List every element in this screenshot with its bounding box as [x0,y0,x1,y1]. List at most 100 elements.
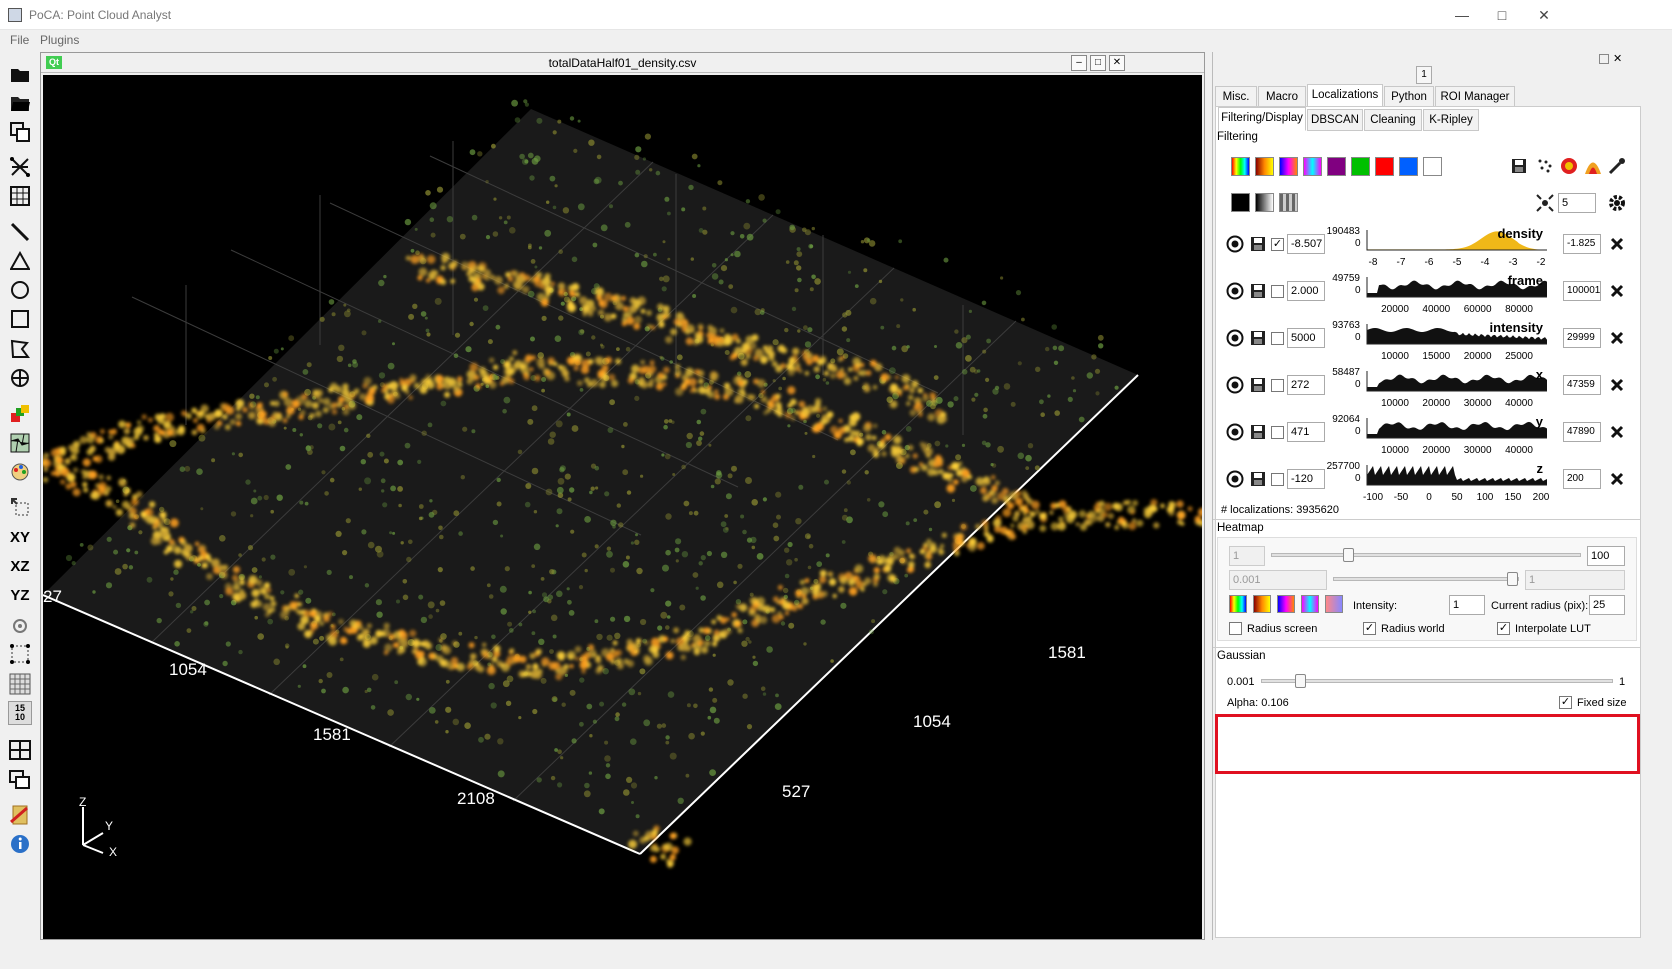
palette-icon[interactable] [8,460,32,484]
open-file-icon[interactable] [8,62,32,86]
view-yz-button[interactable]: YZ [10,586,30,604]
heatmap-min-input[interactable]: 1 [1229,546,1265,566]
heatmap-range-knob[interactable] [1343,548,1354,562]
filter-max-input[interactable]: 47359 [1563,375,1601,395]
save-row-icon[interactable] [1248,234,1268,254]
target-icon[interactable] [1225,234,1245,254]
save-row-icon[interactable] [1248,422,1268,442]
maximize-button[interactable]: □ [1497,7,1507,23]
subtab-cleaning[interactable]: Cleaning [1364,109,1422,131]
tab-roi-manager[interactable]: ROI Manager [1435,86,1515,108]
heatmap-max-input[interactable]: 100 [1587,546,1625,566]
duplicate-icon[interactable] [8,120,32,144]
remove-filter-icon[interactable] [1607,328,1627,348]
filter-min-input[interactable]: 272 [1287,375,1325,395]
radius-screen-checkbox[interactable] [1229,622,1242,635]
camera-icon[interactable] [8,614,32,638]
remove-filter-icon[interactable] [1607,422,1627,442]
filter-enable-checkbox[interactable] [1271,426,1284,439]
target-icon[interactable] [1225,375,1245,395]
viewer-maximize-button[interactable]: □ [1090,55,1106,71]
color-white-swatch[interactable] [1423,157,1442,176]
dock-float-button[interactable] [1599,54,1609,64]
filter-min-input[interactable]: -120 [1287,469,1325,489]
line-tool-icon[interactable] [8,220,32,244]
gaussian-display-icon[interactable] [1583,156,1603,176]
tab-macro[interactable]: Macro [1258,86,1306,108]
menu-file[interactable]: File [10,33,30,47]
histogram-z[interactable] [1363,463,1551,491]
heatmap-lut-pastel[interactable] [1325,595,1343,613]
heatmap-radius-knob[interactable] [1507,572,1518,586]
open-folder-icon[interactable] [8,91,32,115]
save-row-icon[interactable] [1248,281,1268,301]
point-size-spinbox[interactable]: 5 [1558,193,1596,213]
tab-python[interactable]: Python [1384,86,1434,108]
subtab-k-ripley[interactable]: K-Ripley [1423,109,1479,131]
histogram-density[interactable] [1363,228,1551,256]
save-row-icon[interactable] [1248,328,1268,348]
filter-enable-checkbox[interactable] [1271,379,1284,392]
heatmap-lut-fire[interactable] [1277,595,1295,613]
subtab-filtering-display[interactable]: Filtering/Display [1218,107,1306,131]
square-tool-icon[interactable] [8,307,32,331]
fixed-size-checkbox[interactable]: ✓ [1559,696,1572,709]
histogram-frame[interactable] [1363,275,1551,303]
minimize-button[interactable]: — [1455,7,1469,23]
target-icon[interactable] [1225,422,1245,442]
info-icon[interactable] [8,832,32,856]
tab-localizations[interactable]: Localizations [1307,84,1383,108]
filter-enable-checkbox[interactable]: ✓ [1271,238,1284,251]
heatmap-display-icon[interactable] [1559,156,1579,176]
grid-points-icon[interactable] [8,184,32,208]
remove-filter-icon[interactable] [1607,469,1627,489]
save-row-icon[interactable] [1248,469,1268,489]
menu-plugins[interactable]: Plugins [40,33,80,47]
points-display-icon[interactable] [1535,156,1555,176]
interpolate-lut-checkbox[interactable]: ✓ [1497,622,1510,635]
gaussian-alpha-knob[interactable] [1295,674,1307,688]
intensity-input[interactable]: 1 [1449,595,1485,615]
filter-min-input[interactable]: -8.507 [1287,234,1325,254]
filter-enable-checkbox[interactable] [1271,332,1284,345]
target-icon[interactable] [1225,281,1245,301]
viewer-minimize-button[interactable]: – [1071,55,1087,71]
window-tile-icon[interactable] [8,738,32,762]
remove-filter-icon[interactable] [1607,234,1627,254]
lut-fire-swatch[interactable] [1279,157,1298,176]
filter-min-input[interactable]: 2.000 [1287,281,1325,301]
bg-black-swatch[interactable] [1231,193,1250,212]
plugin-tool-icon[interactable] [8,803,32,827]
bounding-box-icon[interactable] [8,642,32,666]
color-purple-swatch[interactable] [1327,157,1346,176]
crop-select-icon[interactable] [8,495,32,519]
heatmap-lut-rainbow[interactable] [1229,595,1247,613]
3d-canvas[interactable]: 1054 1581 2108 1581 1054 527 27 Z Y X [43,75,1202,939]
gaussian-alpha-slider[interactable] [1261,679,1613,683]
view-xz-button[interactable]: XZ [10,557,30,575]
filter-enable-checkbox[interactable] [1271,285,1284,298]
color-red-swatch[interactable] [1375,157,1394,176]
filter-enable-checkbox[interactable] [1271,473,1284,486]
lut-striped-swatch[interactable] [1279,193,1298,212]
heatmap-min2-input[interactable]: 0.001 [1229,570,1327,590]
circle-tool-icon[interactable] [8,278,32,302]
close-button[interactable]: ✕ [1538,7,1550,23]
filter-max-input[interactable]: 47890 [1563,422,1601,442]
lut-hot-swatch[interactable] [1255,157,1274,176]
histogram-x[interactable] [1363,369,1551,397]
save-icon[interactable] [1509,156,1529,176]
filter-min-input[interactable]: 5000 [1287,328,1325,348]
voronoi-icon[interactable] [8,431,32,455]
subtab-dbscan[interactable]: DBSCAN [1307,109,1363,131]
dock-number[interactable]: 1 [1416,66,1432,84]
graph-icon[interactable] [8,155,32,179]
heatmap-radius-slider[interactable] [1333,577,1519,581]
save-row-icon[interactable] [1248,375,1268,395]
target-icon[interactable] [1225,469,1245,489]
polygon-tool-icon[interactable] [8,337,32,361]
remove-filter-icon[interactable] [1607,281,1627,301]
viewer-close-button[interactable]: ✕ [1109,55,1125,71]
heatmap-range-slider[interactable] [1271,553,1581,557]
heatmap-max2-input[interactable]: 1 [1525,570,1625,590]
